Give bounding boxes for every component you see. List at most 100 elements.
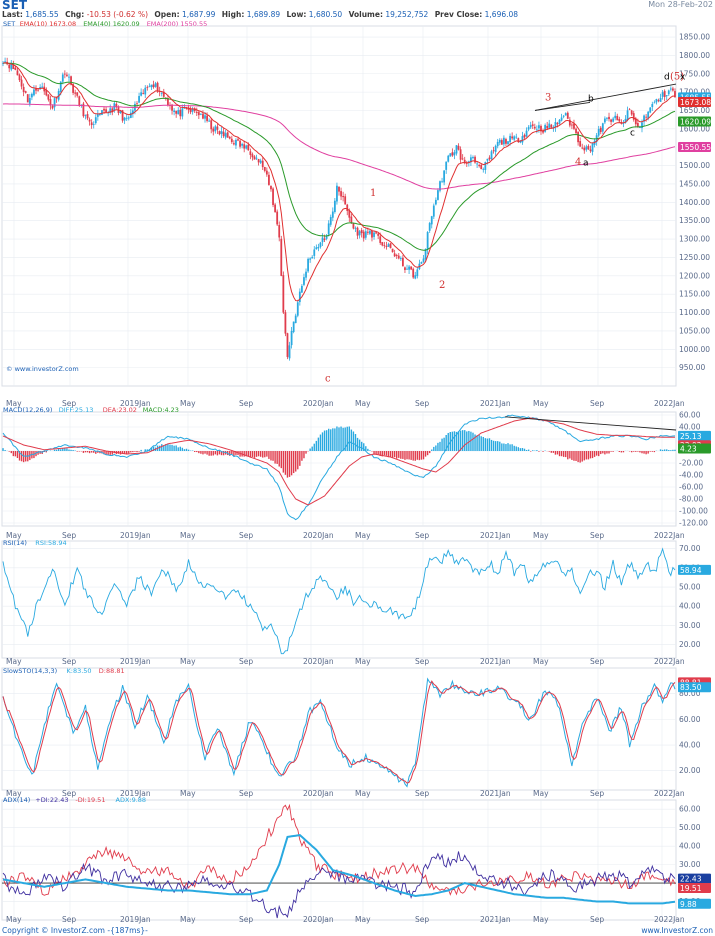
candle-body: [18, 74, 21, 81]
macd-hist-tag-bg: [678, 443, 711, 454]
legend-item: DEA:23.02: [103, 406, 137, 414]
candle-body: [160, 92, 163, 94]
candle-body: [35, 88, 37, 91]
candle-body: [230, 138, 233, 143]
candle-body: [624, 118, 627, 123]
wave-label-5: (5): [670, 72, 684, 83]
upper-trendline-stub: [534, 101, 591, 111]
candle-body: [608, 116, 610, 120]
candle-body: [177, 110, 180, 115]
candle-body: [494, 145, 497, 152]
candle-body: [533, 126, 536, 129]
candle-body: [241, 143, 244, 146]
candle-body: [296, 302, 299, 316]
x-tick-label-0: 2020Jan: [303, 399, 334, 408]
candle-body: [523, 134, 526, 138]
candle-body: [125, 117, 128, 119]
prevclose-label: Prev Close:: [434, 10, 483, 19]
candle-body: [486, 158, 489, 161]
x-tick-label-0: 2019Jan: [120, 399, 151, 408]
adx-line: [2, 834, 676, 905]
candle-body: [461, 158, 464, 160]
candle-body: [88, 119, 91, 122]
y-tick-label: 1150.00: [679, 290, 710, 299]
x-tick-label-3: 2019Jan: [120, 789, 151, 798]
x-tick-label-2: Sep: [415, 657, 429, 666]
candle-body: [659, 97, 662, 102]
x-tick-label-0: 2022Jan: [654, 399, 685, 408]
candle-body: [179, 109, 182, 117]
candle-body: [649, 107, 652, 113]
legend-item: RSI:58.94: [35, 539, 66, 547]
candle-body: [294, 315, 297, 324]
candle-body: [399, 258, 402, 259]
y-tick-label: 50.00: [679, 583, 701, 592]
candle-body: [375, 232, 378, 234]
candle-body: [92, 124, 95, 126]
candle-body: [515, 136, 518, 138]
x-tick-label-3: May: [6, 789, 22, 798]
candle-body: [195, 111, 198, 113]
candle-body: [643, 115, 645, 122]
candle-body: [317, 247, 320, 249]
wave-label-b: b: [588, 95, 594, 105]
candle-body: [14, 67, 17, 70]
candle-body: [272, 188, 274, 205]
candle-body: [333, 200, 336, 212]
legend-item: ADX:9.88: [116, 796, 147, 804]
candle-body: [420, 262, 423, 264]
candle-body: [408, 266, 410, 270]
x-tick-label-2: May: [355, 657, 371, 666]
y-tick-label: -100.00: [679, 507, 708, 516]
candle-body: [144, 87, 147, 95]
candle-body: [385, 246, 388, 247]
y-tick-label: -20.00: [679, 459, 703, 468]
x-tick-label-3: Sep: [239, 789, 253, 798]
candle-body: [437, 190, 439, 200]
candle-body: [245, 145, 248, 149]
ema200-line: [2, 103, 676, 190]
ema10-line: [2, 62, 676, 302]
y-tick-label: 60.00: [679, 805, 701, 814]
x-tick-label-1: Sep: [239, 531, 253, 540]
candle-body: [612, 118, 615, 122]
candle-body: [173, 110, 176, 112]
candle-body: [352, 223, 355, 229]
candle-body: [189, 108, 192, 113]
candle-body: [455, 145, 458, 154]
x-tick-label-2: 2020Jan: [303, 657, 334, 666]
candle-body: [214, 126, 217, 132]
quote-line: Last: 1,685.55 Chg: -10.53 (-0.62 %) Ope…: [2, 10, 518, 19]
panel-frame-4: [1, 799, 677, 921]
candle-body: [587, 145, 590, 150]
stoch-k-tag-bg: [678, 682, 711, 693]
candle-body: [451, 152, 454, 156]
candle-body: [261, 160, 264, 168]
macd-hist-tag: 4.23: [680, 444, 697, 453]
candle-body: [4, 61, 6, 63]
y-tick-label: 20.00: [679, 640, 701, 649]
legend-item: EMA(200) 1550.55: [147, 20, 208, 28]
candle-body: [434, 199, 437, 205]
legend-item: K:83.50: [67, 667, 92, 675]
candle-body: [22, 86, 25, 92]
candle-body: [502, 137, 505, 145]
y-tick-label: -80.00: [679, 495, 703, 504]
candle-body: [20, 79, 23, 87]
candle-body: [606, 117, 608, 119]
candle-body: [152, 84, 155, 88]
candle-body: [647, 111, 650, 119]
candle-body: [263, 166, 266, 171]
candle-body: [505, 139, 507, 144]
ema40-line: [2, 62, 676, 251]
candle-body: [513, 136, 516, 140]
candle-body: [154, 83, 157, 87]
candle-body: [422, 258, 425, 262]
ema10-tag-bg: [678, 97, 711, 108]
candle-body: [265, 170, 268, 175]
x-tick-label-1: May: [6, 531, 22, 540]
candle-body: [309, 258, 312, 260]
footer-site-link[interactable]: www.InvestorZ.con: [641, 926, 713, 935]
candle-body: [136, 103, 138, 105]
